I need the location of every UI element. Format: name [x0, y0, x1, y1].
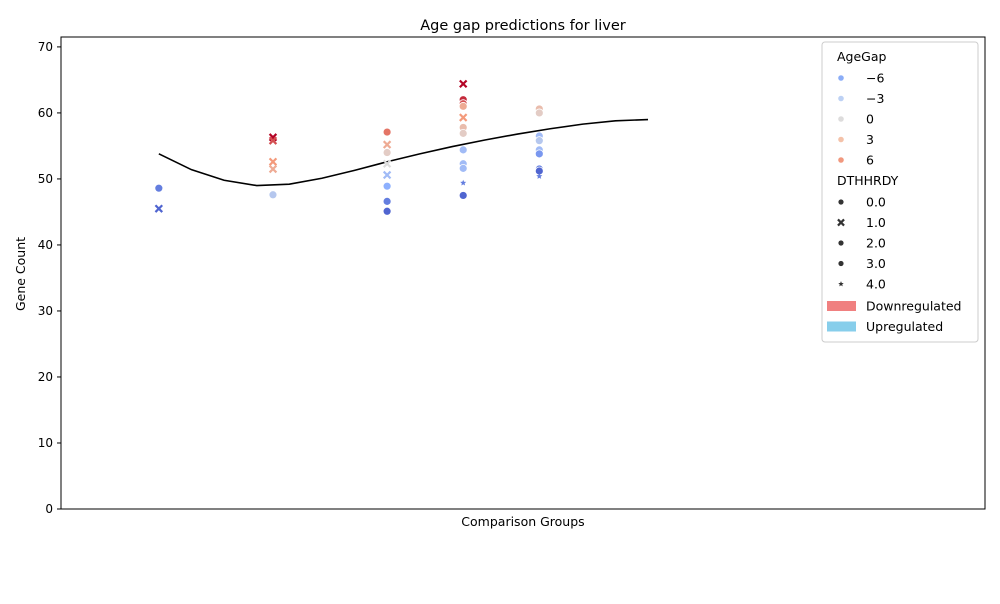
legend-style-label: 1.0 [866, 215, 886, 230]
legend-patch-label: Downregulated [866, 299, 962, 314]
data-point-x [459, 79, 468, 89]
legend-hue-marker [837, 135, 845, 144]
legend-style-label: 4.0 [866, 277, 886, 292]
legend-style-title: DTHHRDY [837, 173, 899, 188]
data-point [458, 191, 468, 200]
legend-hue-label: 3 [866, 132, 874, 147]
y-axis-ticks: 0 10 20 30 40 50 60 70 [38, 40, 61, 516]
legend-hue-title: AgeGap [837, 49, 887, 64]
legend-style-label: 2.0 [866, 236, 886, 251]
data-point [382, 206, 392, 216]
data-point-star [536, 173, 543, 179]
data-point [534, 149, 544, 159]
legend-hue-label: −6 [866, 71, 884, 86]
chart-title: Age gap predictions for liver [420, 18, 626, 34]
data-point [534, 108, 544, 118]
legend-hue-marker [837, 115, 845, 123]
data-point-x [268, 164, 278, 174]
trend-line-layer [158, 118, 649, 187]
data-point [382, 127, 392, 137]
data-point-x [382, 170, 392, 180]
data-point [382, 181, 392, 191]
data-points [154, 79, 544, 216]
data-point-x [154, 204, 164, 213]
data-point [382, 196, 392, 206]
data-point-x [268, 157, 278, 166]
y-tick-label: 70 [38, 40, 53, 54]
data-point [534, 136, 544, 146]
legend-hue-label: 0 [866, 112, 874, 127]
data-point [154, 183, 164, 193]
legend-hue-label: −3 [866, 91, 884, 106]
legend-hue-label: 6 [866, 153, 874, 168]
y-tick-label: 10 [38, 436, 53, 450]
legend-style-label: 0.0 [866, 195, 886, 210]
legend-box [821, 41, 979, 343]
y-tick-label: 50 [38, 172, 53, 186]
y-tick-label: 0 [45, 502, 53, 516]
legend-entries: −6 −3 0 3 6 0.0 1.0 2.0 3.0 4.0 Downregulated Upreg… [827, 71, 962, 334]
legend-hue-marker [837, 156, 845, 164]
data-point [458, 128, 468, 138]
y-tick-label: 20 [38, 370, 53, 384]
data-point-x [268, 136, 278, 145]
trend-line [158, 118, 649, 187]
data-point [382, 148, 392, 157]
legend-style-marker [837, 218, 845, 227]
legend-hue-marker [837, 74, 845, 82]
x-axis-label: Comparison Groups [461, 514, 584, 529]
legend-style-marker [837, 260, 845, 267]
legend-style-label: 3.0 [866, 256, 886, 271]
data-point-x [459, 113, 468, 122]
legend-style-marker [837, 198, 845, 206]
data-point-x [382, 159, 392, 168]
y-tick-label: 30 [38, 304, 53, 318]
data-point [268, 190, 278, 200]
y-tick-label: 60 [38, 106, 53, 120]
y-tick-label: 40 [38, 238, 53, 252]
legend-style-marker [837, 239, 845, 247]
legend-patch [827, 301, 856, 311]
legend-hue-marker [837, 94, 845, 103]
data-point [458, 163, 468, 173]
legend-patch [827, 321, 856, 332]
data-point-star [460, 179, 467, 186]
y-axis-label: Gene Count [13, 237, 28, 311]
data-point [458, 101, 468, 111]
data-point-x [382, 140, 392, 149]
data-point [458, 145, 468, 155]
legend-style-marker [838, 281, 844, 287]
plot-frame [60, 36, 986, 510]
legend-patch-label: Upregulated [866, 319, 943, 334]
legend: AgeGap DTHHRDY −6 −3 0 3 6 0.0 1.0 2.0 3.0 4.0 Dow… [821, 41, 979, 343]
